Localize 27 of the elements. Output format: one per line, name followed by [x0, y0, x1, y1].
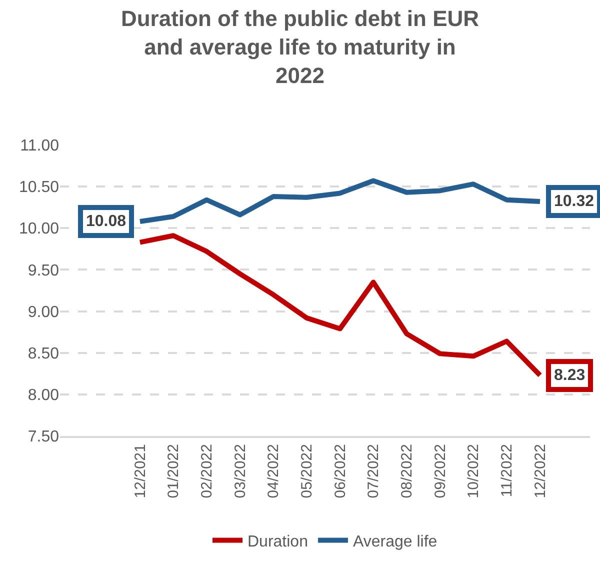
- x-tick-label: 10/2022: [465, 444, 482, 498]
- x-tick-label: 03/2022: [232, 444, 249, 498]
- y-tick-label: 8.50: [28, 345, 60, 362]
- x-tick-label: 07/2022: [365, 444, 382, 498]
- x-tick-label: 01/2022: [165, 444, 182, 498]
- y-tick-label: 11.00: [20, 138, 60, 155]
- data-label: 8.23: [554, 367, 586, 384]
- x-tick-label: 12/2021: [132, 444, 149, 498]
- y-tick-label: 7.50: [28, 428, 60, 446]
- legend-label: Average life: [352, 533, 438, 550]
- x-tick-label: 11/2022: [498, 444, 516, 498]
- x-tick-label: 09/2022: [432, 444, 449, 498]
- y-tick-label: 10.00: [18, 220, 60, 238]
- x-tick-label: 04/2022: [265, 444, 282, 498]
- x-tick-label: 05/2022: [298, 444, 316, 498]
- x-tick-label: 12/2022: [532, 444, 549, 498]
- y-tick-label: 10.50: [18, 179, 60, 196]
- data-label: 10.08: [86, 213, 126, 230]
- x-tick-label: 06/2022: [332, 444, 349, 498]
- data-label: 10.32: [554, 193, 594, 210]
- y-tick-label: 8.00: [28, 387, 60, 404]
- y-tick-label: 9.00: [28, 304, 60, 321]
- x-tick-label: 02/2022: [198, 444, 216, 498]
- y-tick-label: 9.50: [28, 262, 60, 280]
- x-tick-label: 08/2022: [398, 444, 416, 498]
- chart-title: Duration of the public debt in EUR and average life to maturity in 2022: [120, 6, 480, 88]
- legend-label: Duration: [248, 533, 308, 550]
